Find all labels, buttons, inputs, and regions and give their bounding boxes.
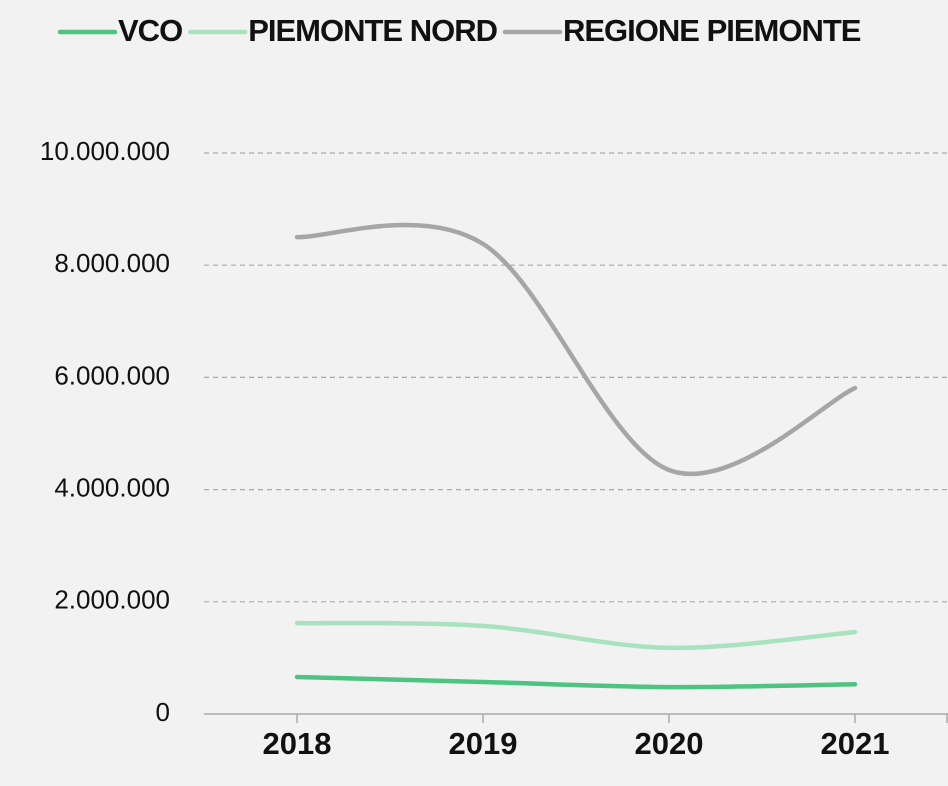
series-line [294, 620, 858, 651]
y-tick-label: 0 [156, 697, 170, 727]
y-tick-label: 6.000.000 [54, 360, 170, 390]
y-tick-label: 8.000.000 [54, 248, 170, 278]
x-tick-label: 2019 [449, 726, 518, 761]
y-tick-label: 2.000.000 [54, 585, 170, 615]
x-tick-label: 2018 [263, 726, 332, 761]
x-tick-label: 2021 [821, 726, 890, 761]
legend-label: REGIONE PIEMONTE [563, 13, 861, 48]
x-tick-label: 2020 [635, 726, 704, 761]
y-tick-label: 10.000.000 [40, 136, 170, 166]
series-line [294, 674, 858, 690]
series-line [294, 222, 858, 477]
legend-label: VCO [118, 13, 182, 48]
y-tick-label: 4.000.000 [54, 472, 170, 502]
legend-label: PIEMONTE NORD [248, 13, 497, 48]
